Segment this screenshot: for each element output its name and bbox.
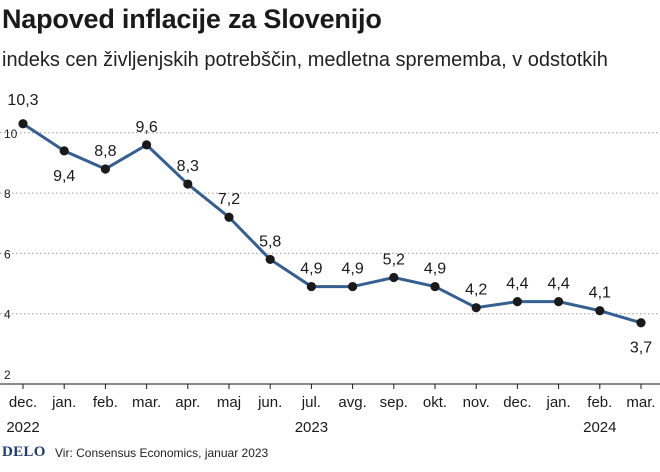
data-label: 3,7 <box>630 340 652 357</box>
data-point <box>100 164 110 174</box>
x-tick-label: nov. <box>463 394 490 411</box>
data-label: 5,2 <box>383 252 405 269</box>
delo-logo: DELO <box>2 444 46 460</box>
year-label: 2022 <box>6 419 39 436</box>
x-tick-label: mar. <box>626 394 655 411</box>
data-point <box>183 179 193 189</box>
x-tick-label: feb. <box>93 394 118 411</box>
data-point <box>348 281 358 292</box>
x-tick-label: jan. <box>51 394 76 411</box>
data-label: 10,3 <box>7 92 38 109</box>
x-tick-label: avg. <box>338 394 366 411</box>
chart-subtitle: indeks cen življenjskih potrebščin, medl… <box>2 49 608 71</box>
data-label: 8,8 <box>94 143 116 160</box>
x-tick-label: okt. <box>423 394 447 411</box>
series-line <box>21 122 643 325</box>
data-point <box>18 119 28 129</box>
y-tick-label: 8 <box>4 187 11 201</box>
chart-title: Napoved inflacije za Slovenijo <box>2 4 382 34</box>
data-label: 5,8 <box>259 233 281 250</box>
x-tick-label: apr. <box>175 394 200 411</box>
data-label: 4,9 <box>300 261 322 278</box>
data-label: 4,4 <box>547 276 569 293</box>
y-tick-label: 10 <box>4 127 18 141</box>
data-label: 4,1 <box>589 285 611 302</box>
y-tick-label: 2 <box>4 368 11 382</box>
data-point <box>265 254 275 265</box>
x-tick-label: sep. <box>380 394 408 411</box>
x-tick-label: maj <box>217 394 241 411</box>
data-label: 8,3 <box>177 158 199 175</box>
x-tick-label: jul. <box>301 394 321 411</box>
y-tick-label: 4 <box>4 308 11 322</box>
year-label: 2023 <box>295 419 328 436</box>
data-point <box>554 297 564 307</box>
data-label: 4,2 <box>465 282 487 299</box>
data-point <box>471 303 481 313</box>
data-point <box>512 297 523 307</box>
data-point <box>142 140 152 150</box>
source-note: Vir: Consensus Economics, januar 2023 <box>55 446 269 460</box>
x-tick-label: jan. <box>546 394 571 411</box>
x-tick-label: mar. <box>132 394 161 411</box>
data-label: 9,4 <box>53 168 75 185</box>
data-label: 4,9 <box>424 261 446 278</box>
data-point <box>636 318 646 328</box>
data-label: 7,2 <box>218 191 240 208</box>
y-tick-label: 6 <box>4 247 11 261</box>
data-label: 9,6 <box>135 119 157 136</box>
x-tick-label: dec. <box>503 394 531 411</box>
data-label: 4,4 <box>506 276 528 293</box>
year-label: 2024 <box>583 419 616 436</box>
data-point <box>389 272 399 283</box>
data-point <box>59 146 69 156</box>
x-tick-label: jun. <box>257 394 282 411</box>
x-tick-label: feb. <box>587 394 612 411</box>
data-point <box>430 281 440 292</box>
data-label: 4,9 <box>341 261 363 278</box>
data-point <box>595 306 605 316</box>
x-tick-label: dec. <box>9 394 37 411</box>
data-point <box>306 281 316 292</box>
data-point <box>224 212 234 222</box>
